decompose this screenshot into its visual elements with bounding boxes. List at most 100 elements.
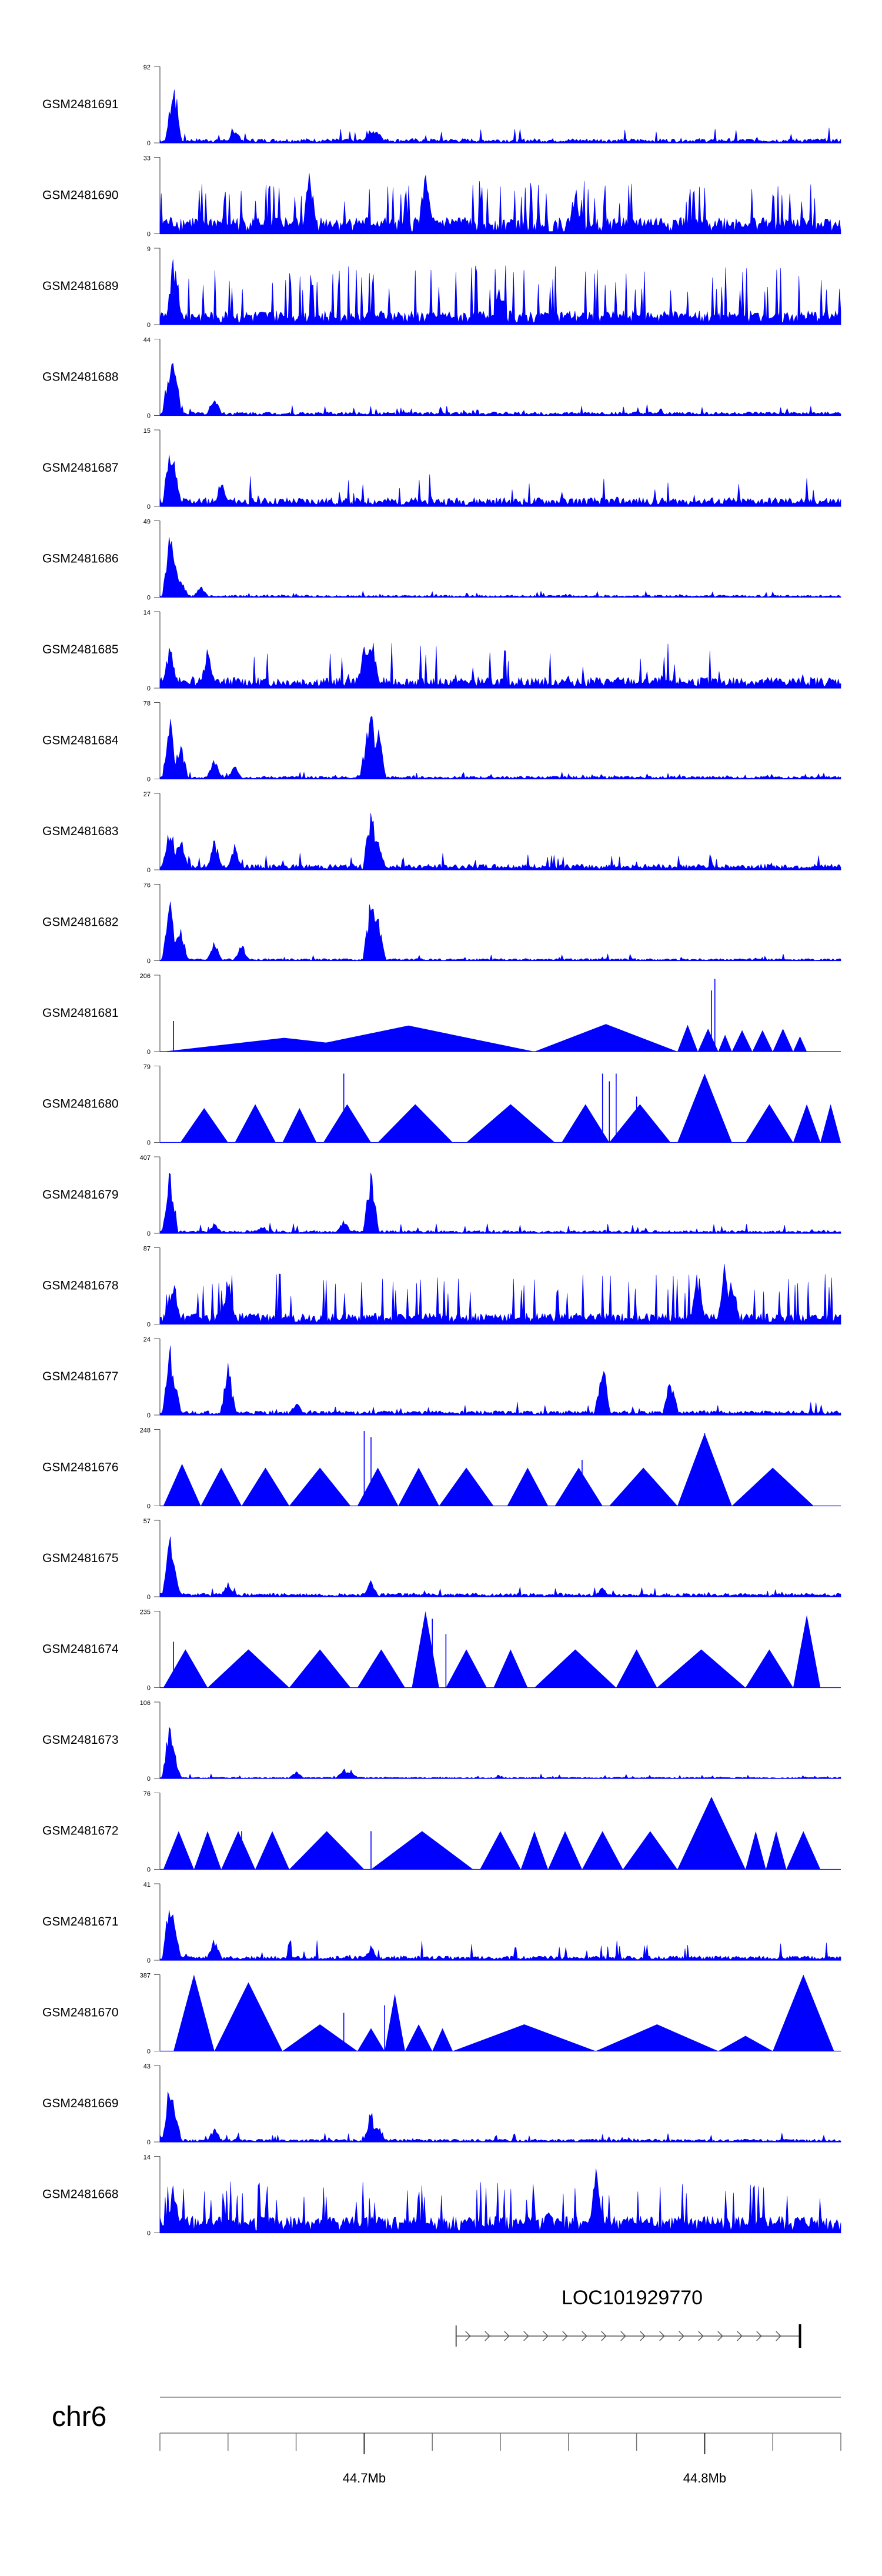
track-label: GSM2481686 xyxy=(42,552,119,566)
track-ymax-label: 78 xyxy=(143,700,151,708)
coverage-peak xyxy=(201,1467,242,1506)
track-ymax-label: 44 xyxy=(143,337,151,344)
coverage-peak xyxy=(718,2036,773,2051)
track-ymin-label: 0 xyxy=(147,1503,151,1510)
coverage-peak xyxy=(582,1831,623,1870)
track-ymin-label: 0 xyxy=(147,322,151,329)
track-label: GSM2481676 xyxy=(42,1461,119,1474)
coverage-area xyxy=(159,2091,841,2143)
coverage-peak xyxy=(377,1104,453,1143)
strand-arrow xyxy=(640,2331,646,2341)
coverage-peak xyxy=(282,1108,317,1143)
coverage-peak xyxy=(323,1104,371,1143)
strand-arrow xyxy=(543,2331,549,2341)
coverage-area xyxy=(159,1536,841,1597)
track-ymin-label: 0 xyxy=(147,776,151,783)
track-ymax-label: 206 xyxy=(140,973,151,980)
coverage-peak xyxy=(793,1615,821,1688)
track-label: GSM2481682 xyxy=(42,916,119,929)
track-GSM2481669: GSM2481669 43 0 xyxy=(42,2063,841,2146)
coverage-peak xyxy=(718,1035,732,1052)
strand-arrow xyxy=(504,2331,510,2341)
track-ymax-label: 14 xyxy=(143,609,151,616)
coverage-area xyxy=(159,1173,841,1234)
coverage-peak xyxy=(820,1104,841,1143)
track-label: GSM2481690 xyxy=(42,189,119,202)
track-ymax-label: 235 xyxy=(140,1609,151,1616)
track-GSM2481680: GSM2481680 79 0 xyxy=(42,1064,841,1147)
track-ymin-label: 0 xyxy=(147,413,151,420)
strand-arrow xyxy=(523,2331,529,2341)
track-GSM2481687: GSM2481687 15 0 xyxy=(42,428,841,510)
track-ymin-label: 0 xyxy=(147,867,151,874)
track-ymax-label: 14 xyxy=(143,2154,151,2161)
coverage-peak xyxy=(596,2024,719,2051)
coverage-peak xyxy=(432,2028,453,2051)
gene-name-label: LOC101929770 xyxy=(562,2287,703,2309)
track-GSM2481675: GSM2481675 57 0 xyxy=(42,1518,841,1601)
strand-arrow xyxy=(679,2331,684,2341)
coverage-area xyxy=(159,643,841,689)
coverage-area xyxy=(159,1727,841,1779)
track-ymin-label: 0 xyxy=(147,595,151,602)
coverage-peak xyxy=(357,1467,399,1506)
chromosome-label: chr6 xyxy=(52,2401,106,2432)
track-GSM2481678: GSM2481678 87 0 xyxy=(42,1246,841,1329)
track-GSM2481674: GSM2481674 235 0 xyxy=(42,1609,841,1692)
coverage-peak xyxy=(289,1831,365,1870)
coverage-peak xyxy=(357,2028,385,2051)
coverage-area xyxy=(159,1910,841,1961)
coverage-peak xyxy=(221,1831,256,1870)
strand-arrow xyxy=(485,2331,490,2341)
track-GSM2481673: GSM2481673 106 0 xyxy=(42,1700,841,1783)
track-GSM2481682: GSM2481682 76 0 xyxy=(42,882,841,965)
coverage-peak xyxy=(241,1467,290,1506)
coverage-peak xyxy=(289,1649,351,1688)
track-GSM2481684: GSM2481684 78 0 xyxy=(42,700,841,783)
track-label: GSM2481674 xyxy=(42,1643,119,1656)
coverage-peak xyxy=(385,1994,405,2051)
coverage-peak xyxy=(163,1649,208,1688)
track-GSM2481677: GSM2481677 24 0 xyxy=(42,1336,841,1419)
track-ymin-label: 0 xyxy=(147,2139,151,2146)
coverage-peak xyxy=(452,2024,596,2051)
coverage-peak xyxy=(534,1649,616,1688)
track-ymin-label: 0 xyxy=(147,685,151,692)
coverage-peak xyxy=(289,1467,351,1506)
track-label: GSM2481679 xyxy=(42,1188,119,1202)
coverage-peak xyxy=(173,1974,215,2051)
track-GSM2481689: GSM2481689 9 0 xyxy=(42,246,841,329)
coverage-peak xyxy=(562,1104,610,1143)
track-ymax-label: 49 xyxy=(143,519,151,526)
coverage-tracks: GSM2481691920GSM2481690330GSM248168990GS… xyxy=(42,64,841,2237)
track-ymax-label: 248 xyxy=(140,1427,151,1434)
genome-axis: chr6 44.7Mb 44.8Mb xyxy=(52,2397,841,2485)
track-ymax-label: 76 xyxy=(143,882,151,889)
track-label: GSM2481670 xyxy=(42,2006,119,2020)
track-ymin-label: 0 xyxy=(147,1685,151,1692)
coverage-peak xyxy=(398,1467,439,1506)
strand-arrow xyxy=(620,2331,626,2341)
track-ymax-label: 9 xyxy=(147,246,151,253)
axis-tick-label: 44.7Mb xyxy=(343,2471,386,2485)
track-ymin-label: 0 xyxy=(147,231,151,238)
coverage-peak xyxy=(731,1467,814,1506)
coverage-peak xyxy=(766,1831,787,1870)
coverage-peak xyxy=(214,1982,283,2051)
track-label: GSM2481684 xyxy=(42,734,119,748)
coverage-area xyxy=(159,455,841,507)
coverage-area xyxy=(159,173,841,234)
coverage-area xyxy=(159,813,841,870)
coverage-peak xyxy=(466,1104,555,1143)
coverage-peak xyxy=(745,1831,766,1870)
coverage-peak xyxy=(745,1104,793,1143)
track-ymin-label: 0 xyxy=(147,503,151,510)
track-label: GSM2481689 xyxy=(42,279,119,293)
track-label: GSM2481677 xyxy=(42,1370,119,1383)
track-label: GSM2481675 xyxy=(42,1551,119,1565)
coverage-peak xyxy=(793,1104,821,1143)
gene-track: LOC101929770 xyxy=(455,2287,801,2348)
strand-arrow xyxy=(659,2331,665,2341)
track-label: GSM2481691 xyxy=(42,98,119,111)
